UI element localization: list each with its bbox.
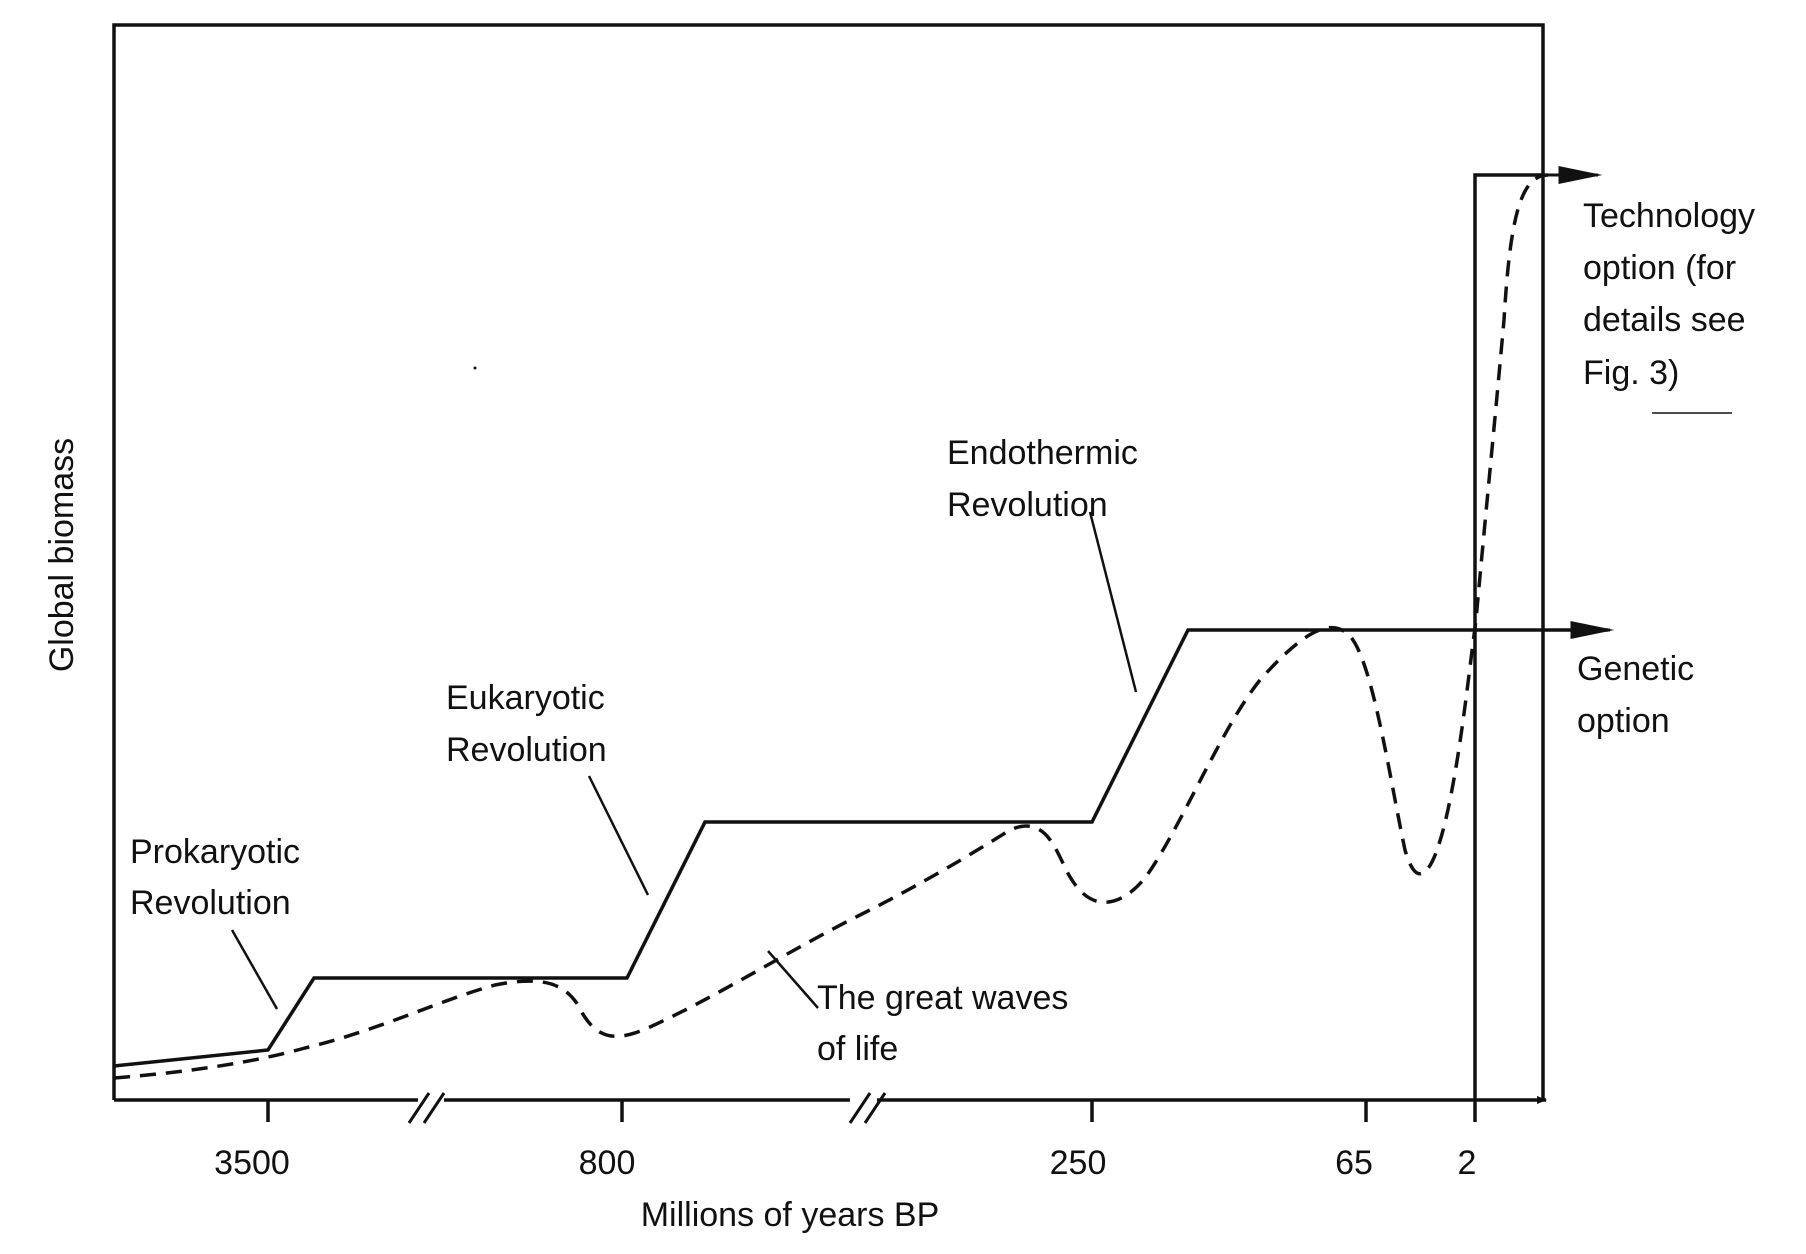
x-axis-label: Millions of years BP <box>641 1196 940 1234</box>
endothermic-label-line1: Endothermic <box>947 434 1138 472</box>
axis-break-2a <box>848 1092 872 1124</box>
waves-leader <box>767 950 819 1009</box>
technology-step-line <box>1473 173 1545 1100</box>
prokaryotic-label-line2: Revolution <box>130 884 291 922</box>
tick-label-65: 65 <box>1335 1144 1373 1182</box>
eukaryotic-label-line2: Revolution <box>446 731 607 769</box>
eukaryotic-label-line1: Eukaryotic <box>446 679 605 717</box>
plot-frame <box>112 23 1545 1100</box>
axis-break-1a <box>407 1092 431 1124</box>
stray-dot <box>473 366 477 370</box>
y-axis-label: Global biomass <box>43 438 81 672</box>
endothermic-leader <box>1088 511 1138 693</box>
technology-label-line4: Fig. 3) <box>1583 354 1679 392</box>
revolutions-step-line <box>113 628 1608 1068</box>
technology-label-line2: option (for <box>1583 249 1736 287</box>
genetic-label-line1: Genetic <box>1577 650 1694 688</box>
great-waves-curve <box>113 173 1549 1080</box>
tick-label-2: 2 <box>1458 1144 1477 1182</box>
prokaryotic-label-line1: Prokaryotic <box>130 833 300 871</box>
x-axis <box>114 1092 1500 1124</box>
tick-label-3500: 3500 <box>214 1144 290 1182</box>
axis-break-1b <box>422 1092 446 1124</box>
technology-label-line1: Technology <box>1583 197 1755 235</box>
waves-label-line1: The great waves <box>817 979 1068 1017</box>
waves-label-line2: of life <box>817 1030 898 1068</box>
prokaryotic-leader <box>230 929 279 1010</box>
eukaryotic-leader <box>587 775 650 896</box>
tick-label-800: 800 <box>579 1144 636 1182</box>
tick-label-250: 250 <box>1050 1144 1107 1182</box>
technology-label-line3: details see <box>1583 301 1746 339</box>
genetic-label-line2: option <box>1577 702 1670 740</box>
axis-break-2b <box>863 1092 887 1124</box>
endothermic-label-line2: Revolution <box>947 486 1108 524</box>
